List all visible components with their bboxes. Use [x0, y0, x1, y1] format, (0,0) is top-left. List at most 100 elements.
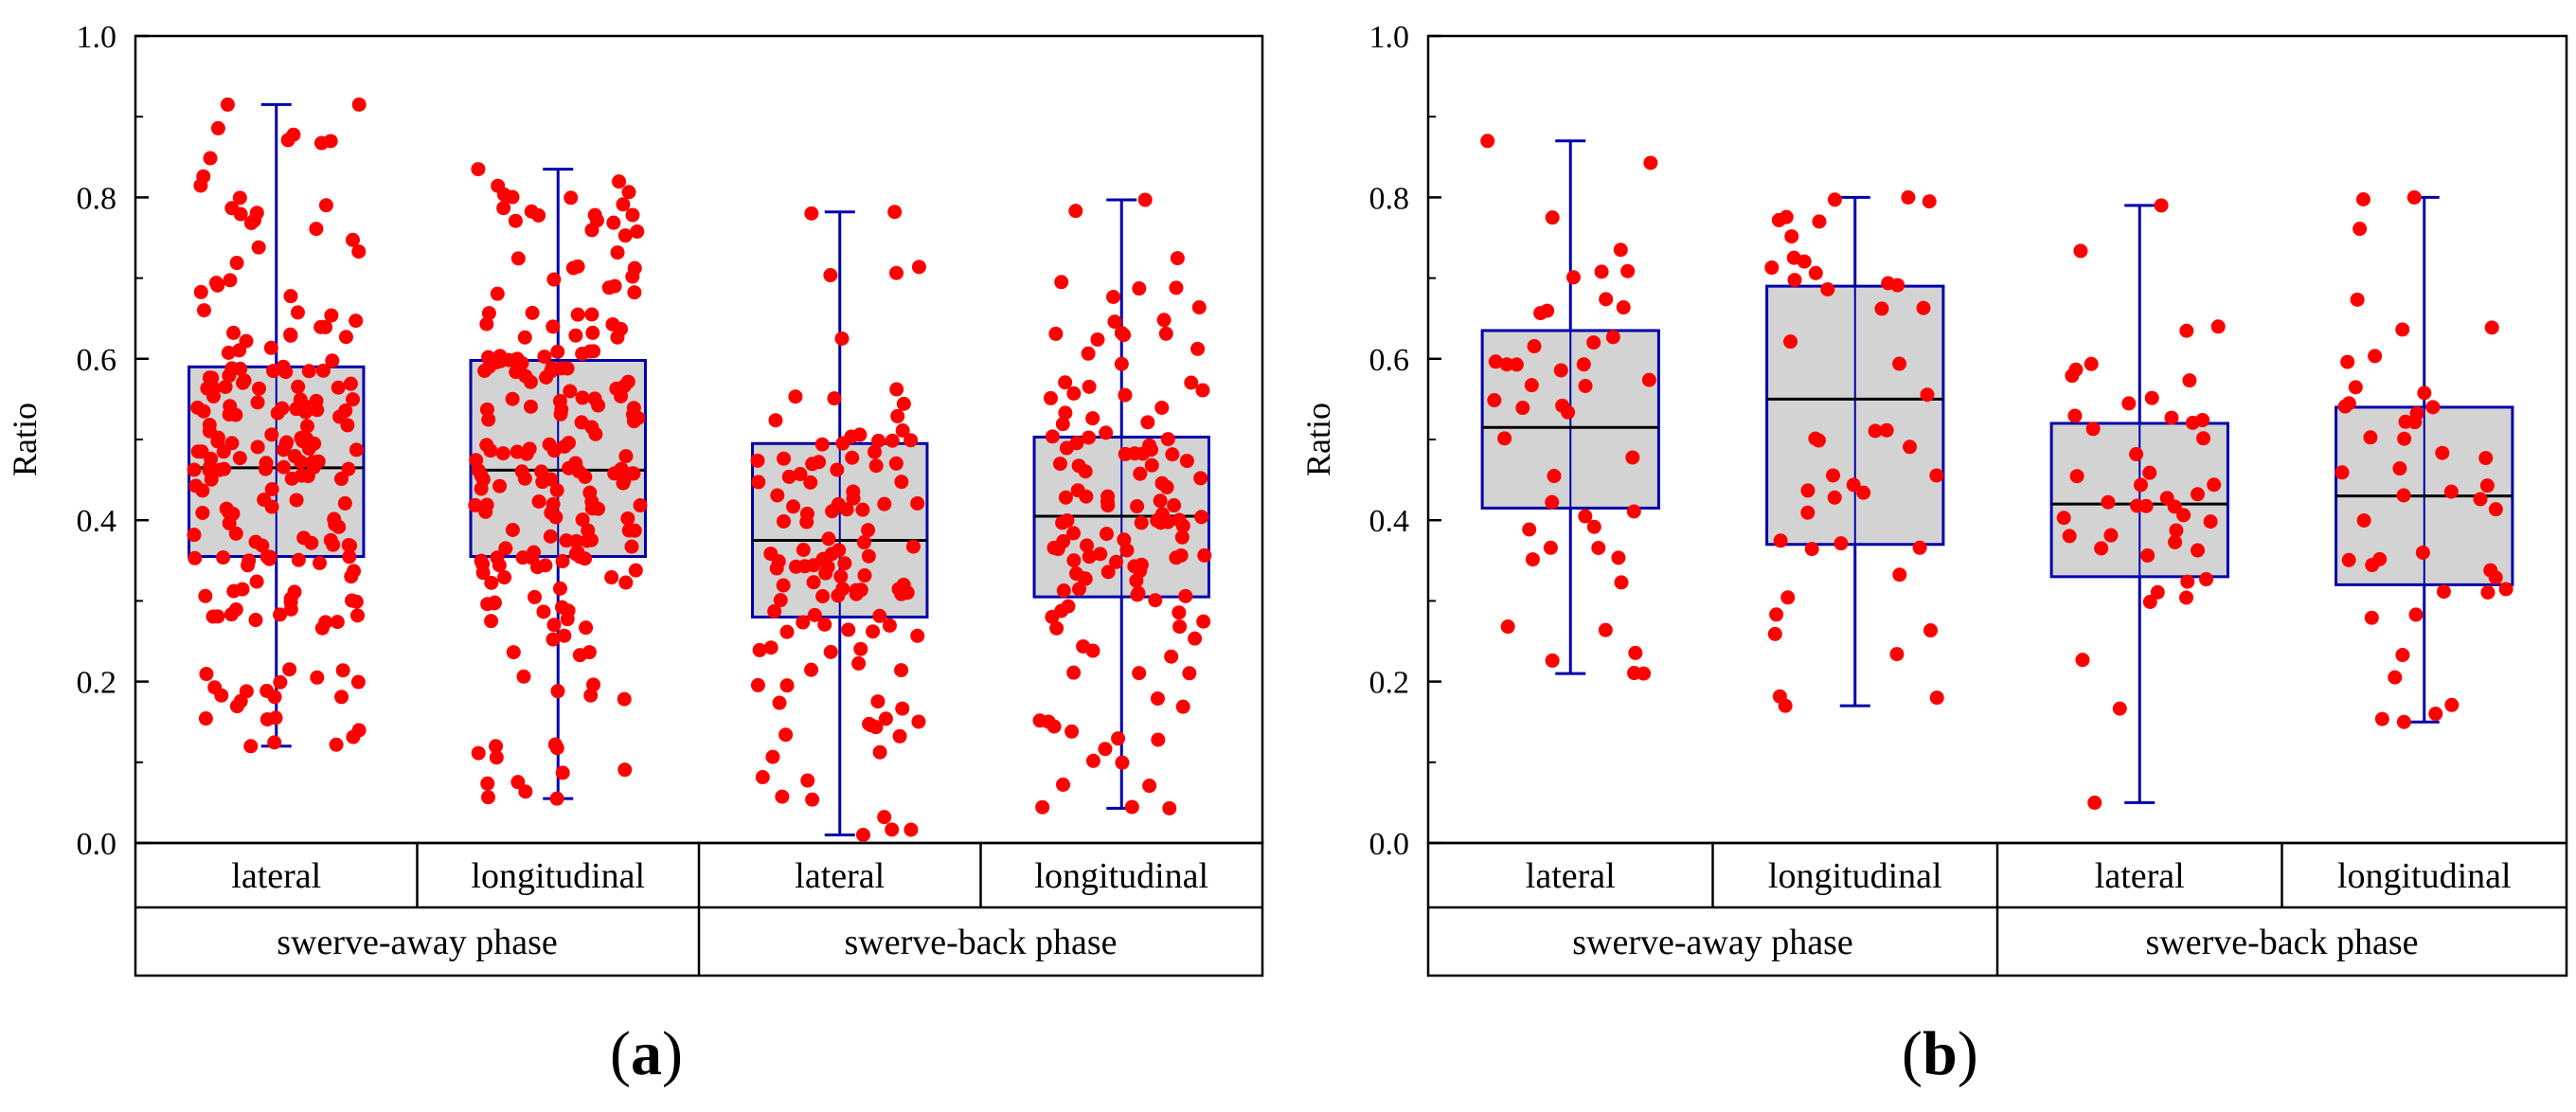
data-point: [2191, 543, 2206, 558]
data-point: [280, 133, 295, 148]
data-point: [604, 570, 619, 585]
data-point: [818, 565, 833, 581]
data-point: [1058, 490, 1073, 505]
data-point: [1767, 626, 1782, 641]
data-point: [346, 729, 361, 744]
data-point: [572, 648, 587, 663]
category-label-lateral: lateral: [1526, 856, 1616, 896]
data-point: [267, 735, 282, 750]
data-point: [224, 436, 240, 451]
data-point: [2190, 487, 2205, 502]
data-point: [327, 511, 342, 527]
data-point: [1140, 415, 1155, 430]
data-point: [549, 483, 564, 498]
data-point: [1080, 538, 1095, 553]
data-point: [2112, 701, 2127, 716]
data-point: [546, 496, 561, 511]
data-point: [481, 306, 496, 321]
data-point: [232, 343, 247, 358]
data-point: [212, 462, 227, 477]
data-points: [1764, 189, 1944, 713]
data-point: [2085, 421, 2101, 437]
data-point: [313, 555, 328, 570]
data-point: [2473, 492, 2488, 507]
data-point: [585, 325, 600, 340]
data-point: [1515, 401, 1530, 416]
data-point: [1825, 468, 1840, 483]
data-point: [1172, 619, 1188, 635]
data-point: [523, 399, 538, 414]
data-point: [1085, 411, 1100, 426]
data-point: [214, 688, 229, 703]
data-point: [479, 402, 494, 417]
data-point: [1191, 299, 1207, 314]
data-point: [560, 361, 575, 376]
data-point: [221, 346, 236, 361]
data-point: [815, 589, 831, 604]
data-point: [1045, 429, 1060, 444]
data-point: [315, 363, 331, 378]
data-point: [2056, 511, 2071, 526]
data-point: [1783, 334, 1798, 350]
data-point: [1118, 446, 1133, 461]
data-point: [877, 810, 892, 825]
data-point: [224, 361, 240, 376]
data-point: [797, 559, 813, 574]
data-point: [474, 481, 489, 496]
chart-panel-a: 0.0 0.2 0.4 0.6 0.8 1.0 Ratio lateral longitudin…: [6, 20, 1264, 977]
data-point: [289, 493, 304, 508]
category-label-longitudinal: longitudinal: [471, 856, 645, 896]
data-point: [224, 201, 240, 216]
data-point: [1846, 477, 1861, 493]
data-point: [607, 278, 622, 294]
data-point: [350, 674, 366, 690]
data-point: [771, 554, 786, 569]
data-point: [544, 364, 559, 379]
data-point: [1613, 242, 1628, 258]
data-point: [1127, 559, 1142, 574]
data-point: [314, 135, 330, 151]
data-point: [210, 609, 225, 624]
data-point: [823, 268, 838, 283]
panel-label-b: (b): [1902, 1019, 1978, 1088]
data-point: [195, 505, 210, 520]
box-swerve-back-phase-longitudinal: [2334, 189, 2514, 729]
data-point: [1188, 631, 1203, 646]
data-point: [777, 451, 792, 466]
data-points: [1032, 192, 1212, 816]
data-point: [1614, 575, 1629, 590]
y-tick-label: 0.0: [77, 827, 117, 862]
data-point: [1156, 313, 1172, 328]
data-point: [273, 674, 288, 690]
data-point: [243, 215, 259, 230]
data-point: [1071, 458, 1086, 474]
data-point: [1082, 549, 1097, 565]
data-point: [484, 575, 499, 590]
data-point: [1064, 724, 1080, 739]
data-point: [1808, 265, 1823, 280]
data-point: [2185, 415, 2200, 430]
data-point: [777, 513, 792, 529]
data-point: [1154, 475, 1170, 491]
data-point: [310, 403, 325, 418]
data-point: [546, 319, 561, 334]
data-point: [1197, 547, 1212, 563]
data-point: [1117, 328, 1132, 343]
data-point: [633, 498, 648, 513]
data-point: [490, 286, 505, 301]
data-point: [617, 762, 633, 778]
data-point: [1046, 719, 1062, 734]
data-point: [337, 495, 352, 511]
data-point: [203, 151, 218, 166]
data-point: [474, 468, 489, 483]
data-point: [1124, 799, 1139, 815]
data-point: [333, 472, 349, 487]
data-point: [2397, 431, 2412, 446]
data-point: [584, 420, 599, 435]
data-point: [575, 390, 590, 405]
data-point: [276, 442, 291, 457]
data-point: [1117, 532, 1132, 547]
data-point: [911, 260, 926, 275]
data-point: [277, 459, 292, 475]
data-point: [329, 737, 344, 752]
